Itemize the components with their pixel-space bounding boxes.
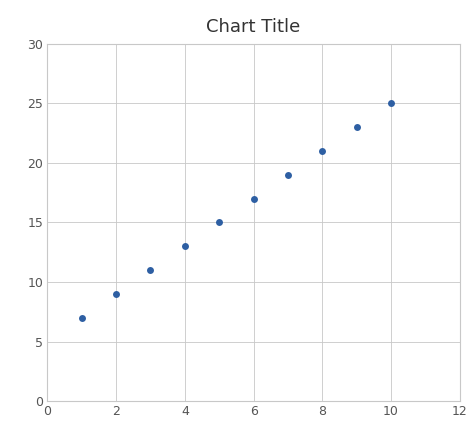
Point bbox=[147, 266, 155, 273]
Title: Chart Title: Chart Title bbox=[207, 18, 301, 37]
Point bbox=[284, 171, 292, 178]
Point bbox=[319, 147, 326, 154]
Point bbox=[387, 100, 395, 107]
Point bbox=[250, 195, 257, 202]
Point bbox=[78, 314, 85, 321]
Point bbox=[181, 243, 189, 250]
Point bbox=[112, 290, 120, 297]
Point bbox=[353, 123, 360, 130]
Point bbox=[215, 219, 223, 226]
